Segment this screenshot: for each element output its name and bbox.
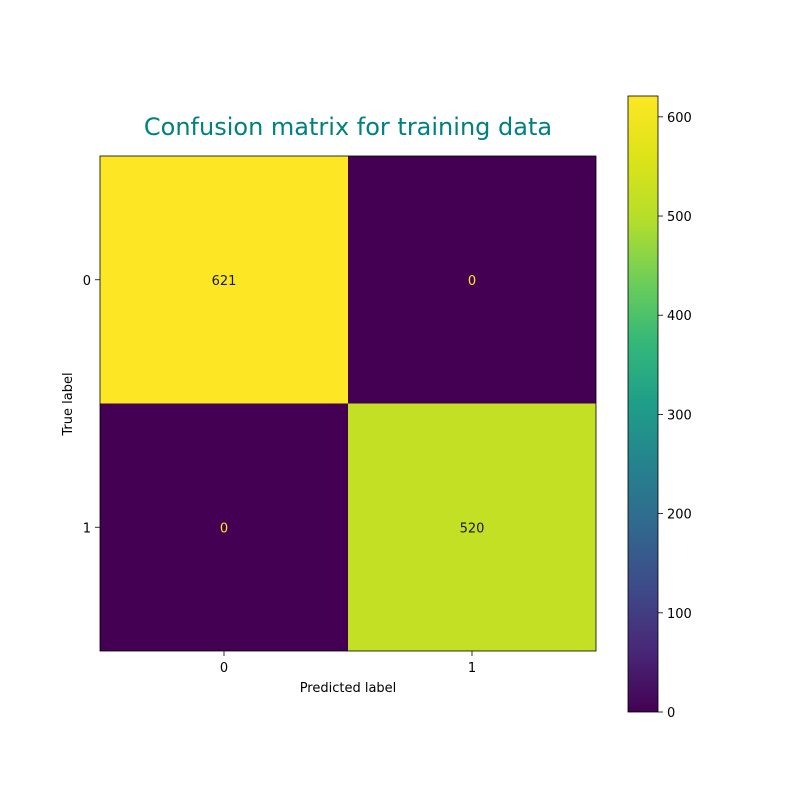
y-tick-label: 0	[83, 274, 91, 289]
heatmap-cell	[100, 156, 348, 404]
plot-frame	[99, 155, 597, 652]
y-axis-ticks: 01	[83, 274, 100, 536]
colorbar-tick-label: 500	[667, 210, 692, 225]
colorbar-tick-label: 400	[667, 309, 692, 324]
chart-title: Confusion matrix for training data	[144, 113, 552, 141]
y-tick-label: 1	[83, 521, 91, 536]
heatmap-cell	[348, 156, 596, 404]
colorbar	[627, 95, 659, 713]
heatmap-cell	[348, 403, 596, 651]
colorbar-tick-label: 100	[667, 607, 692, 622]
x-tick-label: 0	[220, 661, 228, 676]
cell-value-label: 520	[460, 521, 485, 536]
colorbar-ticks: 0 100 200 300 400 500 600	[658, 111, 692, 721]
cell-value-label: 621	[212, 274, 237, 289]
colorbar-tick-label: 200	[667, 508, 692, 523]
colorbar-tick-label: 0	[667, 706, 675, 721]
heatmap-cell	[100, 403, 348, 651]
cell-value-label: 0	[468, 274, 476, 289]
cell-value-label: 0	[220, 521, 228, 536]
x-tick-label: 1	[468, 661, 476, 676]
colorbar-tick-label: 300	[667, 408, 692, 423]
x-axis-label: Predicted label	[300, 681, 397, 696]
colorbar-tick-label: 600	[667, 111, 692, 126]
y-axis-label: True label	[61, 372, 76, 436]
heatmap-cells: 621 0 0 520	[100, 156, 596, 651]
